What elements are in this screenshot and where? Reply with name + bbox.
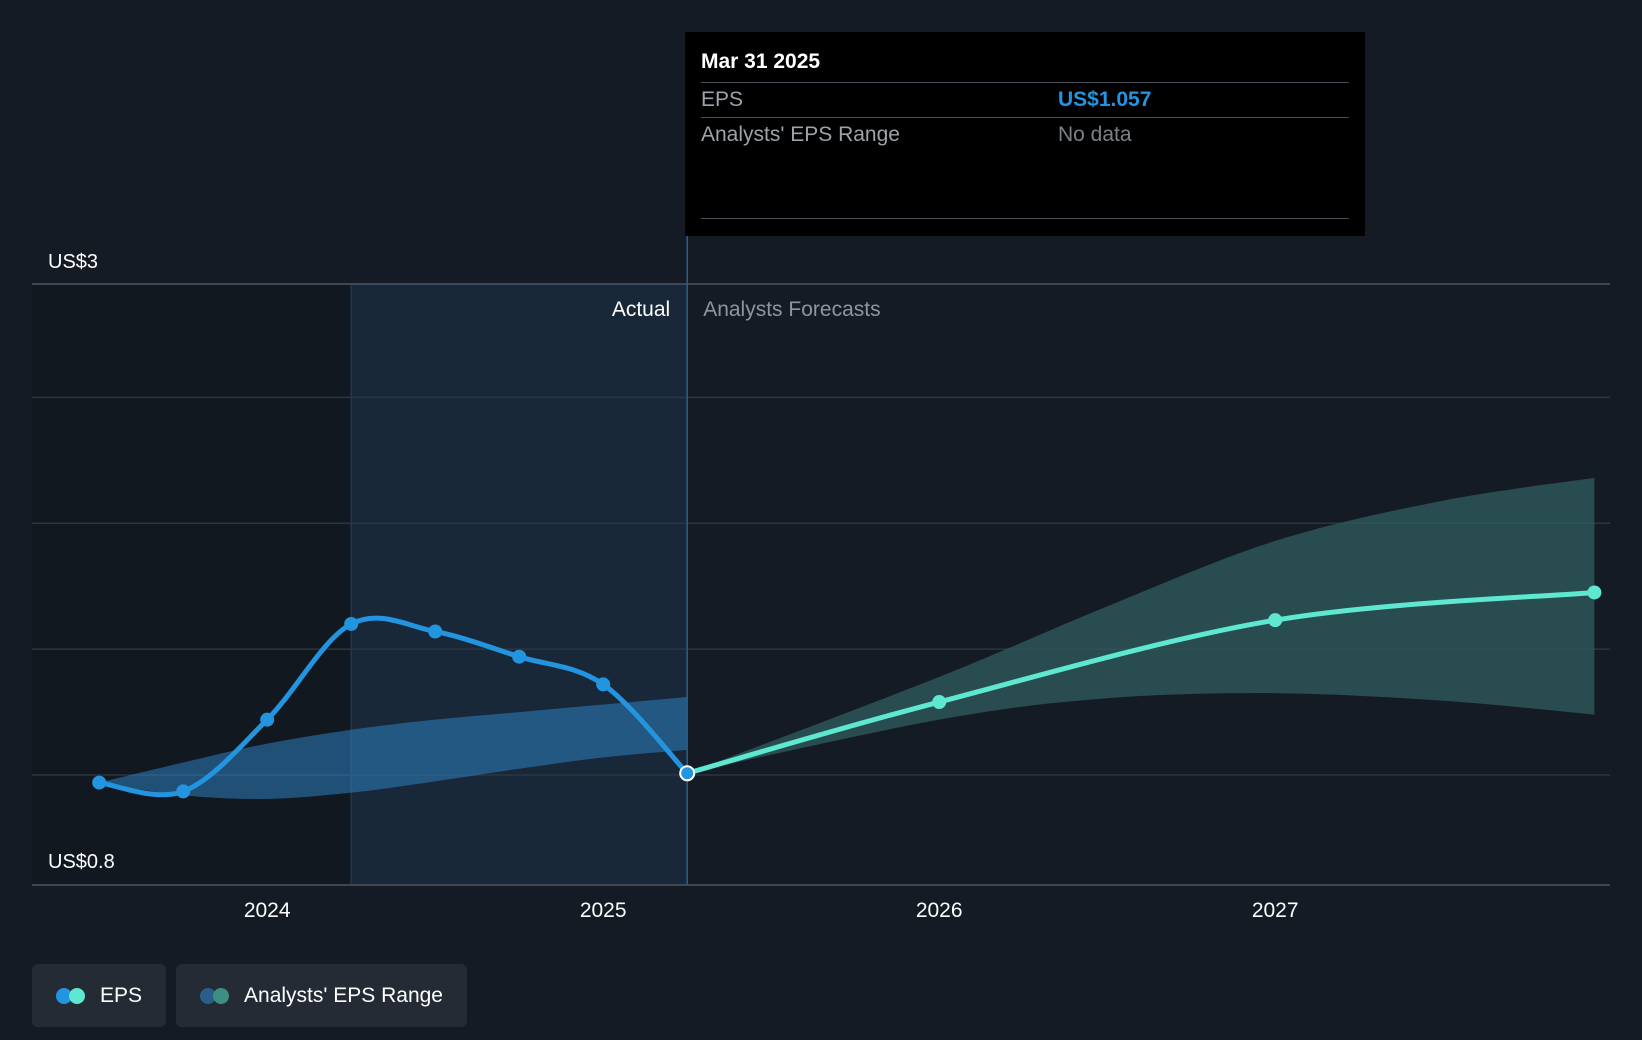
legend-dot-eps-actual: [56, 987, 72, 1004]
legend-item-eps-range[interactable]: Analysts' EPS Range: [176, 964, 467, 1027]
x-tick-labels: 2024 2025 2026 2027: [244, 899, 1299, 922]
legend-label-eps: EPS: [100, 983, 143, 1007]
historical-eps-range-area: [99, 696, 688, 800]
legend-dot-eps-forecast: [69, 987, 85, 1004]
tooltip-date: Mar 31 2025: [701, 50, 821, 73]
eps-forecast-series-line: [684, 589, 1597, 776]
tooltip-eps-value: US$1.057: [1058, 88, 1152, 111]
eps-point-4[interactable]: [428, 624, 443, 639]
eps-point-3[interactable]: [344, 616, 359, 631]
legend-item-eps[interactable]: EPS: [32, 964, 167, 1027]
data-points: [92, 585, 1602, 799]
tooltip-divider: [701, 218, 1349, 219]
x-tick-label-2: 2026: [916, 899, 963, 922]
tooltip-row-eps: EPS US$1.057: [701, 82, 1349, 117]
eps-point-5[interactable]: [512, 649, 527, 664]
eps-range-legend-icon: [200, 987, 230, 1004]
eps-point-2[interactable]: [260, 712, 275, 727]
legend: EPS Analysts' EPS Range: [32, 964, 467, 1027]
tooltip-range-label: Analysts' EPS Range: [701, 123, 900, 146]
legend-dot-range-forecast: [213, 987, 230, 1004]
legend-label-eps-range: Analysts' EPS Range: [244, 983, 443, 1007]
tooltip-range-value: No data: [1058, 123, 1132, 146]
eps-point-1[interactable]: [176, 784, 191, 799]
forecast-label: Analysts Forecasts: [703, 298, 880, 321]
y-top-label: US$3: [48, 251, 98, 273]
eps-forecast-point-2[interactable]: [1587, 585, 1602, 600]
tooltip-eps-label: EPS: [701, 88, 744, 111]
x-tick-label-1: 2025: [580, 899, 627, 922]
eps-legend-icon: [56, 987, 86, 1004]
eps-point-0[interactable]: [92, 775, 107, 790]
forecast-eps-range-area: [687, 477, 1595, 774]
tooltip-row-range: Analysts' EPS Range No data: [701, 117, 1349, 152]
actual-label: Actual: [612, 298, 670, 321]
tooltip: Mar 31 2025 EPS US$1.057 Analysts' EPS R…: [685, 32, 1365, 236]
eps-point-6[interactable]: [596, 677, 611, 692]
y-bottom-label: US$0.8: [48, 851, 115, 873]
eps-forecast-point-0[interactable]: [932, 695, 947, 710]
eps-forecast-point-1[interactable]: [1268, 613, 1283, 628]
x-tick-label-0: 2024: [244, 899, 291, 922]
legend-dot-range-actual: [200, 987, 217, 1004]
x-tick-label-3: 2027: [1252, 899, 1299, 922]
actual-region: [351, 284, 688, 885]
eps-point-7[interactable]: [679, 765, 696, 782]
